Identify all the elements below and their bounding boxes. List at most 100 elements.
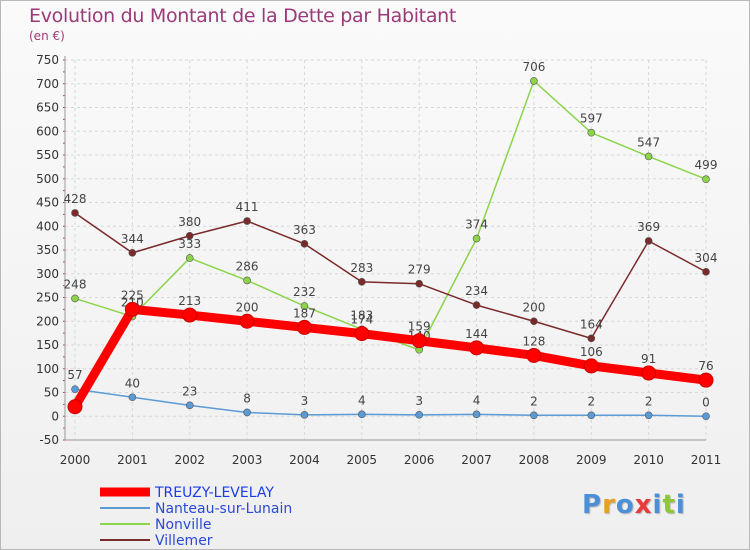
data-label: 2 bbox=[530, 394, 538, 408]
data-point bbox=[300, 411, 309, 419]
data-label: 344 bbox=[121, 232, 144, 246]
proxiti-logo: Proxiti bbox=[582, 490, 686, 520]
data-label: 597 bbox=[580, 112, 603, 126]
data-label: 232 bbox=[293, 285, 316, 299]
x-tick-label: 2000 bbox=[60, 453, 91, 467]
chart-subtitle: (en €) bbox=[29, 29, 65, 43]
data-label: 174 bbox=[350, 313, 373, 327]
data-label: 2 bbox=[645, 394, 653, 408]
data-point bbox=[530, 317, 538, 326]
data-label: 164 bbox=[580, 317, 603, 331]
y-tick-label: 150 bbox=[36, 338, 59, 352]
data-label: 363 bbox=[293, 223, 316, 237]
data-label: 187 bbox=[293, 306, 316, 320]
data-point bbox=[128, 249, 137, 257]
data-point bbox=[185, 231, 194, 240]
x-tick-label: 2006 bbox=[404, 453, 435, 467]
data-point bbox=[698, 372, 714, 388]
y-tick-label: 450 bbox=[36, 196, 59, 210]
data-point bbox=[644, 411, 653, 420]
y-tick-label: 100 bbox=[36, 362, 59, 376]
data-point bbox=[587, 334, 596, 343]
legend: TREUZY-LEVELAYNanteau-sur-LunainNonville… bbox=[100, 485, 292, 549]
series-villemer: 428 344 380 411 363 283 279 234 200 164 369 304 bbox=[64, 192, 718, 343]
data-label: 40 bbox=[125, 376, 140, 390]
data-point bbox=[185, 254, 194, 262]
y-tick-label: 0 bbox=[51, 409, 59, 423]
logo-letter: r bbox=[602, 490, 616, 520]
data-label: 183 bbox=[350, 308, 373, 322]
x-tick-label: 2010 bbox=[633, 453, 664, 467]
logo-letter: i bbox=[675, 490, 686, 520]
data-point bbox=[472, 234, 481, 243]
data-label: 91 bbox=[641, 352, 656, 366]
data-label: 128 bbox=[522, 334, 545, 348]
data-point bbox=[702, 175, 710, 184]
data-point bbox=[472, 301, 481, 309]
data-point bbox=[71, 294, 79, 303]
y-tick-label: 300 bbox=[36, 267, 59, 281]
data-label: 159 bbox=[408, 320, 431, 334]
data-label: 380 bbox=[178, 215, 201, 229]
series-line bbox=[70, 304, 711, 412]
data-label: 547 bbox=[637, 135, 660, 149]
data-point bbox=[472, 410, 481, 419]
series-treuzy-levelay: 225 213 200 187 174 159 144 128 106 91 76 bbox=[67, 288, 714, 415]
data-label: 57 bbox=[67, 368, 82, 382]
data-point bbox=[530, 77, 538, 85]
data-label: 3 bbox=[415, 394, 423, 408]
logo-letter: P bbox=[582, 490, 603, 520]
data-point bbox=[358, 278, 366, 286]
y-tick-label: 200 bbox=[36, 314, 59, 328]
data-point bbox=[354, 326, 370, 342]
y-tick-label: 600 bbox=[36, 124, 59, 138]
data-point bbox=[296, 319, 312, 335]
x-tick-label: 2005 bbox=[347, 453, 378, 467]
data-point bbox=[702, 412, 710, 421]
data-point bbox=[71, 209, 79, 217]
logo-letter: o bbox=[615, 490, 635, 520]
y-tick-label: 500 bbox=[36, 172, 59, 186]
data-point bbox=[641, 365, 657, 381]
data-point bbox=[411, 333, 427, 349]
data-label: 106 bbox=[580, 345, 603, 359]
data-point bbox=[358, 410, 366, 419]
data-label: 304 bbox=[695, 251, 718, 265]
legend-item: Nanteau-sur-Lunain bbox=[100, 501, 292, 517]
data-label: 4 bbox=[358, 393, 366, 407]
data-label: 3 bbox=[301, 394, 309, 408]
data-point bbox=[300, 302, 309, 310]
logo-letter: x bbox=[634, 490, 653, 520]
y-tick-label: 50 bbox=[44, 386, 59, 400]
data-point bbox=[583, 358, 599, 374]
logo-letter: i bbox=[652, 490, 663, 520]
data-label: 76 bbox=[698, 359, 713, 373]
y-tick-label: 550 bbox=[36, 148, 59, 162]
data-label: 248 bbox=[64, 277, 87, 291]
data-point bbox=[124, 301, 140, 317]
data-point bbox=[71, 385, 79, 393]
grid bbox=[65, 59, 707, 441]
legend-label: Villemer bbox=[155, 533, 213, 549]
x-tick-label: 2001 bbox=[117, 453, 148, 467]
y-tick-label: 350 bbox=[36, 243, 59, 257]
data-label: 200 bbox=[236, 300, 259, 314]
y-tick-label: 750 bbox=[36, 53, 59, 67]
x-tick-label: 2009 bbox=[576, 453, 607, 467]
data-point bbox=[415, 279, 423, 288]
data-label: 213 bbox=[178, 294, 201, 308]
y-tick-label: 250 bbox=[36, 291, 59, 305]
legend-label: TREUZY-LEVELAY bbox=[154, 485, 274, 501]
legend-item: Nonville bbox=[100, 517, 211, 533]
data-point bbox=[128, 393, 137, 402]
data-label: 333 bbox=[178, 237, 201, 251]
data-label: 411 bbox=[236, 200, 259, 214]
data-point bbox=[182, 307, 198, 323]
series-layer: 5740238343422202482103332862321831403747… bbox=[64, 60, 718, 421]
data-label: 369 bbox=[637, 220, 660, 234]
data-label: 200 bbox=[522, 300, 545, 314]
data-point bbox=[644, 237, 653, 245]
x-tick-label: 2003 bbox=[232, 453, 263, 467]
x-tick-label: 2007 bbox=[461, 453, 492, 467]
